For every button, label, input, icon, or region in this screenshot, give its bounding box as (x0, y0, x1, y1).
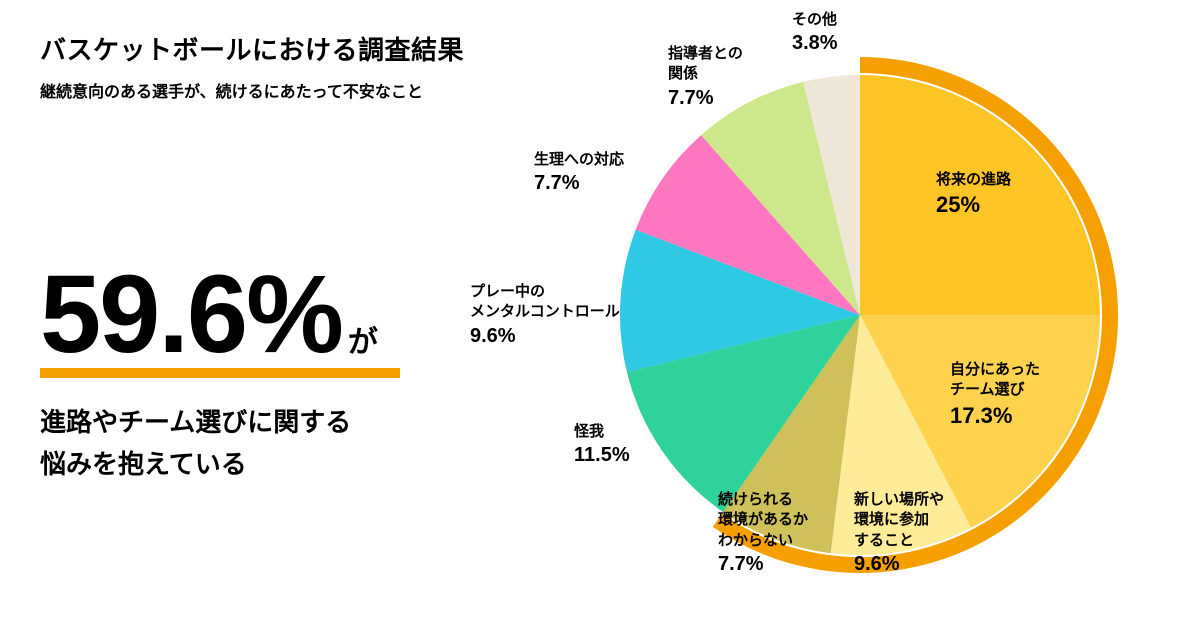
pie-slice-label: 将来の進路25% (936, 170, 1011, 220)
pie-slice-label: 生理への対応7.7% (534, 150, 624, 197)
pie-slice-label-line: 自分にあった (950, 360, 1040, 380)
pie-slice-label-line: その他 (792, 10, 838, 30)
pie-slice-pct: 7.7% (534, 170, 624, 197)
pie-slice-pct: 25% (936, 190, 1011, 220)
pie-slice-label: プレー中のメンタルコントロール9.6% (470, 282, 620, 350)
pie-slice-label-line: メンタルコントロール (470, 302, 620, 322)
pie-slice-label: 新しい場所や環境に参加すること9.6% (854, 490, 944, 578)
highlight-text-line1: 進路やチーム選びに関する (40, 402, 400, 444)
pie-slice-label-line: 環境があるか (718, 510, 808, 530)
pie-slice-label: 続けられる環境があるかわからない7.7% (718, 490, 808, 578)
pie-slice-pct: 9.6% (854, 551, 944, 578)
pie-slice-pct: 11.5% (574, 442, 630, 469)
pie-chart: 将来の進路25%自分にあったチーム選び17.3%新しい場所や環境に参加すること9… (520, 0, 1200, 630)
pie-slice-label-line: すること (854, 531, 944, 551)
pie-slice-pct: 3.8% (792, 30, 838, 57)
pie-slice-label: その他3.8% (792, 10, 838, 57)
pie-slice-label: 怪我11.5% (574, 422, 630, 469)
highlight-text-line2: 悩みを抱えている (40, 444, 400, 486)
pie-slice-label-line: プレー中の (470, 282, 620, 302)
pie-slice-label-line: 指導者との (668, 44, 743, 64)
page-title: バスケットボールにおける調査結果 (40, 30, 464, 67)
pie-slice-label-line: チーム選び (950, 380, 1040, 400)
pie-slice-pct: 9.6% (470, 323, 620, 350)
highlight-text: 進路やチーム選びに関する 悩みを抱えている (40, 402, 400, 485)
pie-slice-label-line: 関係 (668, 64, 743, 84)
pie-slice-label-line: 環境に参加 (854, 510, 944, 530)
page-subtitle: 継続意向のある選手が、続けるにあたって不安なこと (40, 78, 423, 102)
highlight-big-number: 59.6% (40, 260, 342, 370)
pie-slice-label: 指導者との関係7.7% (668, 44, 743, 112)
pie-slice-label-line: 続けられる (718, 490, 808, 510)
pie-slice-label: 自分にあったチーム選び17.3% (950, 360, 1040, 430)
highlight-block: 59.6% が 進路やチーム選びに関する 悩みを抱えている (40, 260, 400, 485)
pie-slice-pct: 7.7% (668, 85, 743, 112)
pie-slice-pct: 17.3% (950, 401, 1040, 431)
pie-slice-label-line: 新しい場所や (854, 490, 944, 510)
highlight-suffix: が (348, 317, 378, 361)
pie-slice-pct: 7.7% (718, 551, 808, 578)
pie-slice-label-line: わからない (718, 531, 808, 551)
pie-slice-label-line: 怪我 (574, 422, 630, 442)
pie-slice-label-line: 将来の進路 (936, 170, 1011, 190)
pie-slice-label-line: 生理への対応 (534, 150, 624, 170)
